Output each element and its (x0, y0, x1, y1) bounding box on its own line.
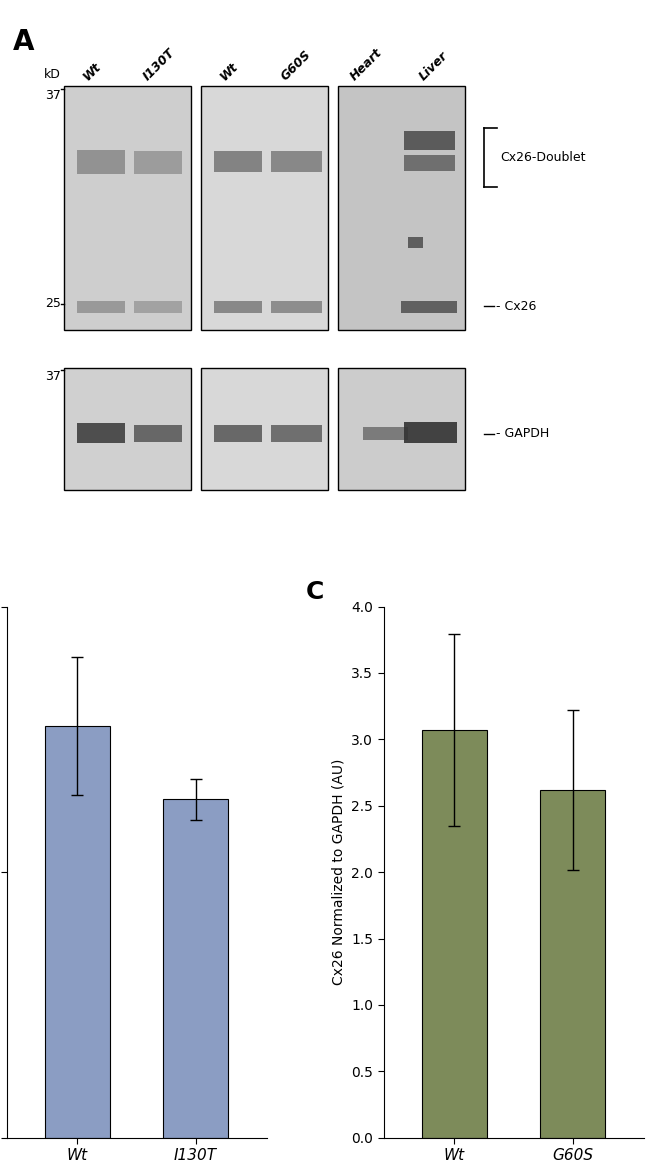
Bar (45, 726, 110, 1138)
Text: Heart: Heart (347, 46, 384, 84)
Bar (201, 86, 328, 331)
Text: Cx26-Doublet: Cx26-Doublet (500, 151, 586, 164)
Bar (64, 368, 191, 490)
Bar (77, 424, 125, 444)
Text: 25: 25 (45, 297, 60, 310)
Bar (213, 301, 262, 312)
Text: Wt: Wt (217, 60, 240, 84)
Bar (213, 151, 262, 172)
Bar (422, 730, 487, 1138)
Bar (402, 301, 458, 312)
Text: 37: 37 (45, 370, 60, 383)
Bar (134, 301, 182, 312)
Text: Wt: Wt (81, 60, 103, 84)
Bar (271, 301, 322, 312)
Bar (363, 427, 408, 440)
Bar (271, 151, 322, 172)
Bar (163, 800, 228, 1138)
Text: A: A (13, 28, 34, 56)
Text: Liver: Liver (416, 50, 450, 84)
Text: I130T: I130T (141, 46, 178, 84)
Text: - Cx26: - Cx26 (496, 300, 536, 313)
Bar (404, 423, 458, 444)
Bar (404, 156, 455, 171)
Bar (77, 301, 125, 312)
Bar (213, 425, 262, 442)
Bar (77, 150, 125, 174)
Text: 37: 37 (45, 88, 60, 102)
Y-axis label: Cx26 Normalized to GAPDH (AU): Cx26 Normalized to GAPDH (AU) (332, 759, 346, 986)
Bar (134, 151, 182, 174)
Bar (540, 789, 605, 1138)
Text: - GAPDH: - GAPDH (496, 427, 549, 440)
Text: C: C (306, 580, 324, 604)
Text: kD: kD (44, 67, 60, 80)
Bar (271, 425, 322, 442)
Bar (338, 368, 465, 490)
Bar (338, 86, 465, 331)
Text: G60S: G60S (279, 48, 314, 84)
Bar (64, 86, 191, 331)
Bar (408, 237, 423, 248)
Bar (201, 368, 328, 490)
Bar (134, 425, 182, 442)
Bar (404, 131, 455, 150)
